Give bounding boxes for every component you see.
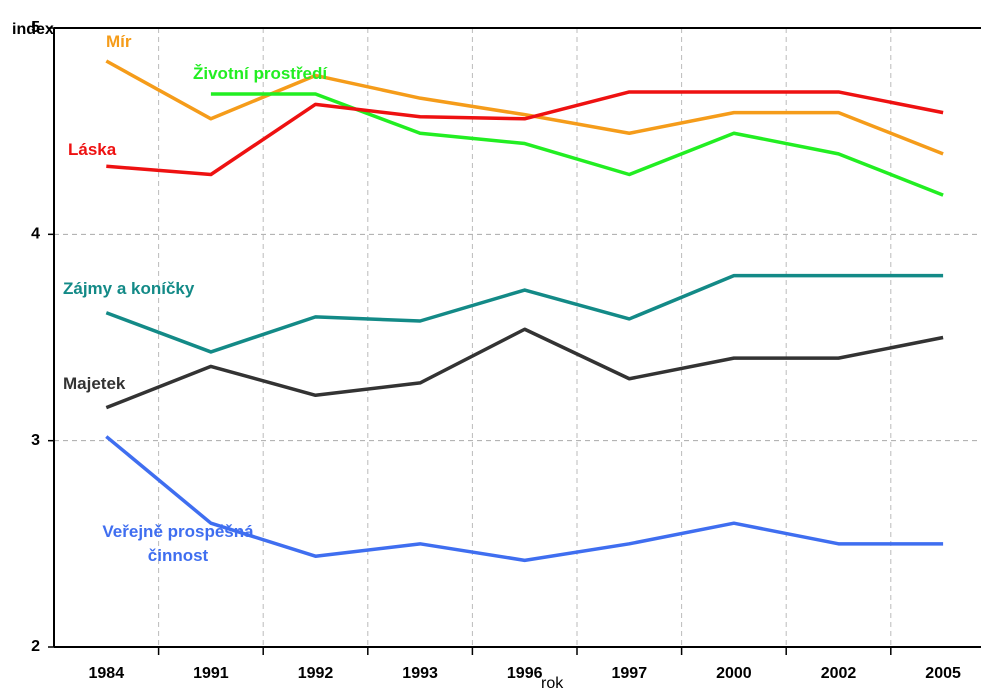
series-line xyxy=(105,273,944,354)
x-tick-label: 1992 xyxy=(298,665,334,682)
series-label: Láska xyxy=(68,140,117,159)
x-tick-label: 1997 xyxy=(612,665,648,682)
series-line xyxy=(105,327,944,410)
x-tick-label: 2005 xyxy=(925,665,961,682)
x-tick-label: 1984 xyxy=(89,665,125,682)
series-line xyxy=(105,59,944,156)
x-tick-label: 1993 xyxy=(402,665,438,682)
y-axis-label: index xyxy=(12,21,54,38)
series-line xyxy=(210,92,944,197)
series-label: Mír xyxy=(104,30,134,54)
series-label: Zájmy a koníčky xyxy=(63,279,195,298)
y-tick-label: 3 xyxy=(31,432,40,449)
series-label: Veřejně prospěšná činnost xyxy=(102,522,254,565)
y-tick-label: 2 xyxy=(31,638,40,655)
x-axis-label: rok xyxy=(541,675,564,691)
series-label: Majetek xyxy=(63,374,126,393)
x-tick-label: 1991 xyxy=(193,665,229,682)
y-tick-label: 5 xyxy=(31,19,40,36)
series-line xyxy=(105,435,944,563)
x-tick-label: 2000 xyxy=(716,665,752,682)
series-label: Životní prostředí xyxy=(193,64,328,83)
y-tick-label: 4 xyxy=(31,226,40,243)
series-line xyxy=(106,90,944,177)
x-tick-label: 2002 xyxy=(821,665,857,682)
x-tick-label: 1996 xyxy=(507,665,543,682)
